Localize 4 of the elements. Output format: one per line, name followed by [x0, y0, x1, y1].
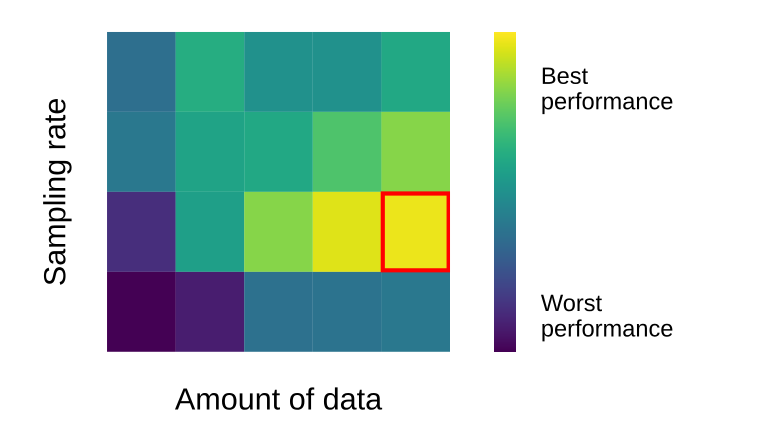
x-axis-title: Amount of data: [174, 387, 382, 410]
color-bar-label: Best performance: [542, 68, 672, 114]
y-axis-title: Sampling rate: [43, 98, 72, 285]
color-bar-label: Worst performance: [540, 294, 672, 342]
